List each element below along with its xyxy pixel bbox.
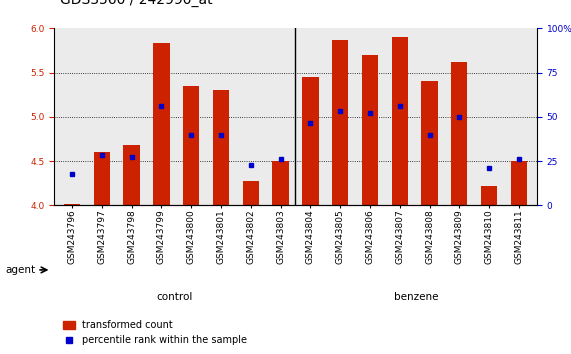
Bar: [362, 55, 378, 205]
Text: agent: agent: [6, 265, 36, 275]
Text: GDS3560 / 242990_at: GDS3560 / 242990_at: [60, 0, 212, 7]
Bar: [243, 182, 259, 205]
Bar: [302, 77, 319, 205]
Legend: transformed count, percentile rank within the sample: transformed count, percentile rank withi…: [59, 316, 251, 349]
Bar: [94, 152, 110, 205]
Bar: [153, 44, 170, 205]
Bar: [123, 145, 140, 205]
Text: benzene: benzene: [394, 292, 439, 302]
Bar: [183, 86, 199, 205]
Bar: [451, 62, 468, 205]
Text: control: control: [156, 292, 193, 302]
Bar: [64, 204, 81, 205]
Bar: [272, 161, 289, 205]
Bar: [213, 90, 229, 205]
Bar: [421, 81, 438, 205]
Bar: [510, 161, 527, 205]
Bar: [481, 186, 497, 205]
Bar: [332, 40, 348, 205]
Bar: [392, 37, 408, 205]
